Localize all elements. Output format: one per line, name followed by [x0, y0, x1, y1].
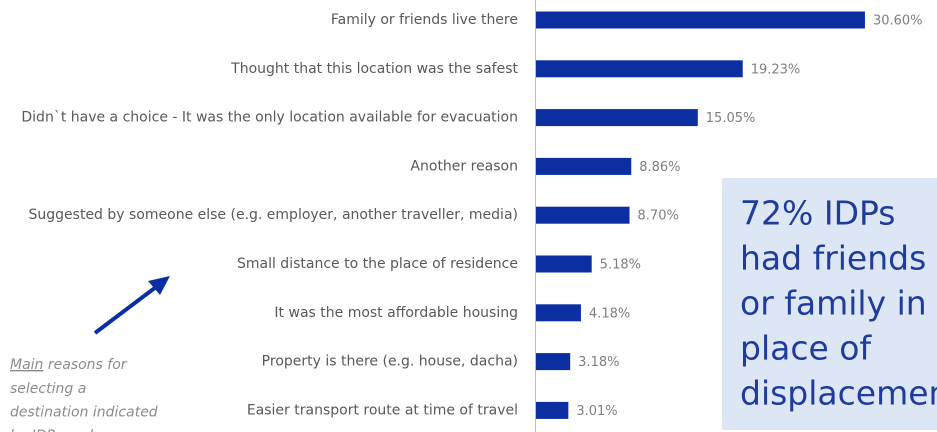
note-text: selecting a	[10, 381, 86, 397]
annotation-text: displacement	[740, 374, 937, 413]
bar	[536, 109, 698, 127]
note-text: reasons for	[43, 357, 127, 373]
bar	[536, 206, 630, 224]
category-label: Suggested by someone else (e.g. employer…	[29, 207, 518, 223]
annotation-text: or family in	[740, 284, 927, 323]
value-label: 30.60%	[873, 14, 923, 29]
annotation-text: had friends	[740, 239, 926, 278]
category-label: Easier transport route at time of travel	[247, 402, 518, 418]
annotation-box	[722, 178, 937, 430]
bar	[536, 353, 571, 371]
value-label: 19.23%	[751, 62, 801, 77]
value-label: 3.18%	[578, 355, 619, 370]
value-label: 8.86%	[639, 160, 680, 175]
category-label: Small distance to the place of residence	[237, 256, 518, 272]
value-label: 5.18%	[600, 258, 641, 273]
bar	[536, 11, 865, 29]
value-label: 4.18%	[589, 306, 630, 321]
note-text: destination indicated	[10, 405, 158, 421]
bar	[536, 255, 592, 273]
bar	[536, 60, 743, 78]
value-label: 15.05%	[706, 111, 756, 126]
bar	[536, 304, 581, 322]
note-emphasis: Main	[10, 357, 43, 373]
category-label: Another reason	[410, 158, 518, 174]
annotation-text: 72% IDPs	[740, 194, 896, 233]
arrow	[93, 276, 170, 335]
bar	[536, 401, 569, 419]
category-label: Family or friends live there	[331, 12, 518, 28]
category-label: Didn`t have a choice - It was the only l…	[21, 110, 518, 126]
value-label: 3.01%	[576, 404, 617, 419]
category-label: It was the most affordable housing	[274, 305, 518, 321]
value-label: 8.70%	[638, 209, 679, 224]
annotation-text: place of	[740, 329, 872, 368]
category-label: Thought that this location was the safes…	[230, 61, 518, 77]
bar	[536, 157, 632, 175]
category-label: Property is there (e.g. house, dacha)	[262, 354, 518, 370]
note-text: by IDPs and	[10, 428, 93, 432]
note-text: Main reasons for	[10, 357, 128, 373]
